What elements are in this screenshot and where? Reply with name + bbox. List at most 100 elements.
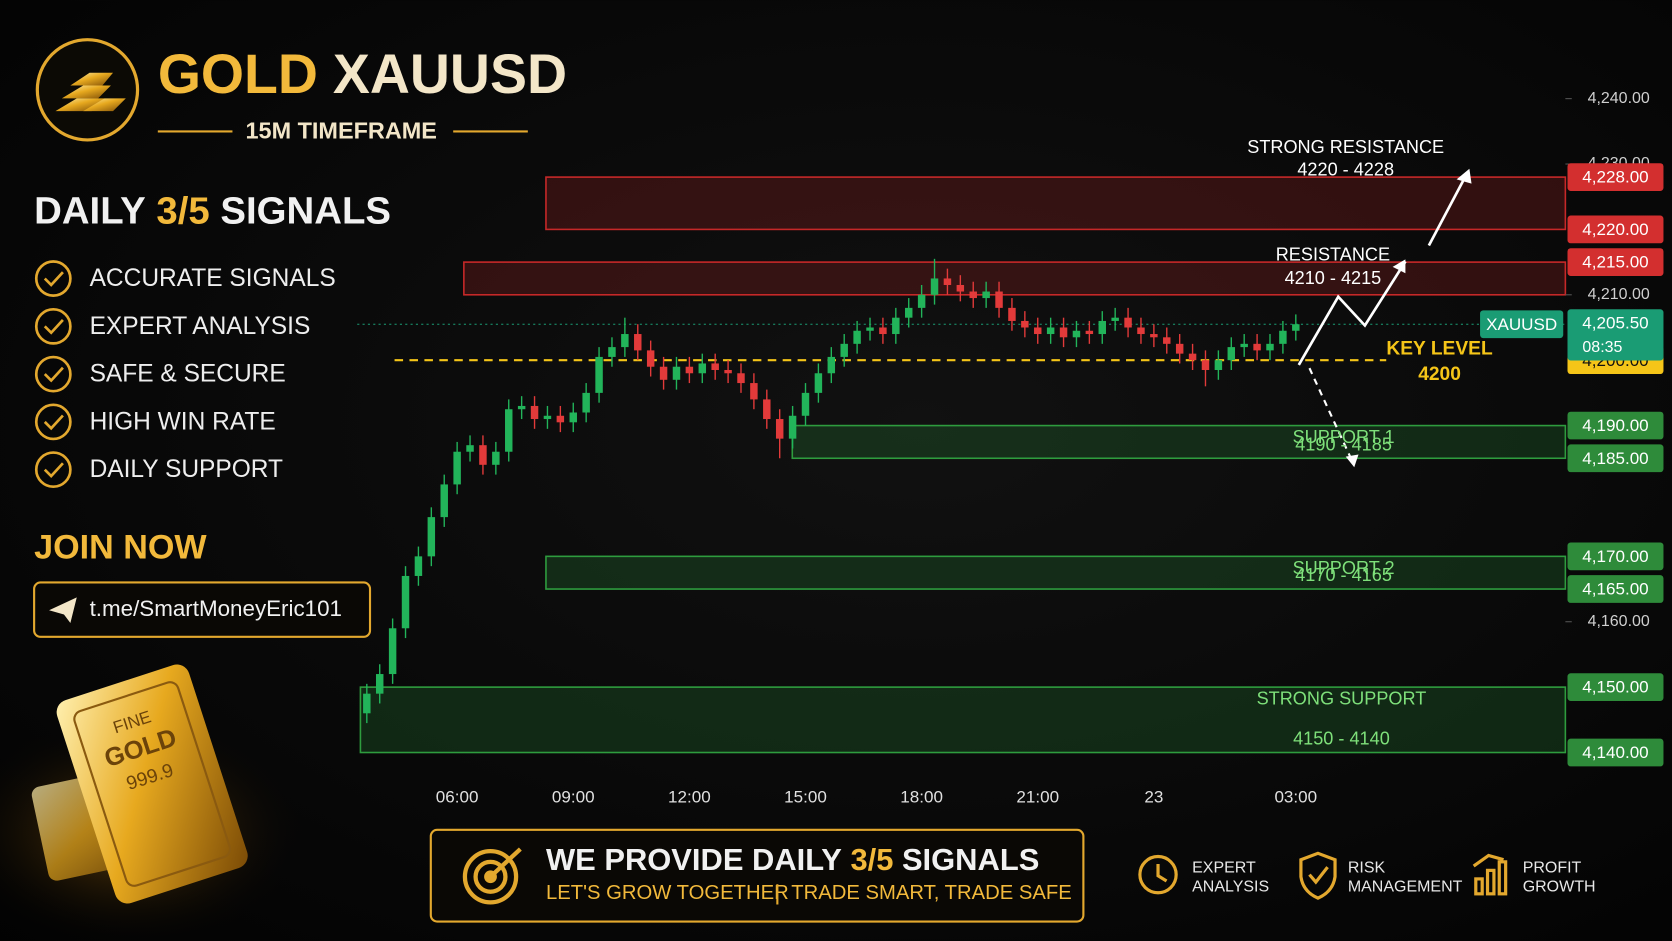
x-tick-label: 15:00 [784, 787, 827, 806]
price-badge-label: 4,215.00 [1582, 253, 1648, 272]
candle-body [866, 327, 874, 331]
candle-body [479, 445, 487, 465]
zone-name: STRONG RESISTANCE [1247, 137, 1444, 157]
candle-body [930, 278, 939, 295]
candle-body [1046, 327, 1055, 335]
candle-body [1240, 343, 1248, 348]
link-frame[interactable] [33, 581, 372, 638]
zone-range: 4210 - 4215 [1285, 268, 1382, 288]
x-tick-label: 12:00 [668, 787, 711, 806]
candle-body [711, 363, 719, 370]
heading-word: SIGNALS [220, 190, 391, 233]
candle-body [1008, 307, 1016, 321]
candle-body [892, 317, 900, 335]
candle-body [724, 369, 732, 374]
banner-title: WE PROVIDE DAILY 3/5 SIGNALS [546, 842, 1039, 877]
link[interactable]: t.me/SmartMoneyEric101 [90, 596, 342, 621]
candle-body [1124, 317, 1132, 328]
candle-body [1175, 343, 1184, 354]
symbol-label: XAUUSD [1486, 315, 1557, 334]
zone [463, 261, 1567, 296]
candle-body [427, 517, 436, 557]
zone-name: SUPPORT 1 [1293, 427, 1395, 447]
feature-label: GROWTH [1523, 879, 1596, 896]
candle-body [582, 392, 590, 413]
link-box[interactable]: t.me/SmartMoneyEric101 [33, 581, 372, 638]
candle-body [414, 556, 423, 576]
candle-body [1137, 327, 1145, 335]
feature-label: MANAGEMENT [1348, 879, 1463, 896]
y-tick-label: 4,240.00 [1588, 90, 1650, 107]
check-mark [43, 271, 64, 287]
axis: 4,240.004,230.004,210.004,160.0006:0009:… [436, 90, 1664, 806]
tagline: LET'S GROW TOGETHER [546, 882, 789, 904]
zone-range: 4150 - 4140 [1293, 728, 1390, 748]
candle-body [1163, 337, 1171, 344]
gold-bars: FINE GOLD 999.9 [0, 664, 310, 941]
price-badge [1567, 738, 1664, 767]
candle-body [375, 674, 384, 694]
price-badge [1567, 215, 1664, 244]
checklist-item: EXPERT ANALYSIS [90, 313, 311, 340]
price-badge [1567, 542, 1664, 571]
candle-body [388, 628, 397, 675]
zone [545, 176, 1567, 231]
key-level-name: KEY LEVEL [1386, 339, 1493, 360]
projection-arrows [1297, 168, 1472, 468]
candle-body [530, 405, 539, 420]
cta: JOIN NOW [34, 528, 207, 566]
zone [359, 686, 1567, 754]
candle-body [1059, 327, 1068, 338]
price-badge-label: 4,220.00 [1582, 220, 1648, 239]
banner-count: 3/5 [850, 842, 893, 877]
candle-body [517, 405, 526, 410]
feature-label: EXPERT [1192, 859, 1256, 876]
candle-body [1098, 320, 1106, 335]
candle-body [737, 373, 745, 384]
checklist: ACCURATE SIGNALS EXPERT ANALYSIS SAFE & SE… [34, 260, 336, 489]
candle-body [917, 294, 926, 308]
price-badge-label: 4,140.00 [1582, 743, 1648, 762]
candle-body [621, 334, 629, 348]
brand-symbol: XAUUSD [333, 43, 567, 105]
zone-range: 4220 - 4228 [1297, 159, 1394, 179]
check-icon [34, 260, 72, 297]
candle-body [801, 392, 810, 416]
price-badge [1567, 575, 1664, 603]
candle-body [1034, 327, 1042, 335]
zone-name: STRONG SUPPORT [1257, 689, 1427, 709]
check-mark [43, 319, 64, 335]
price-badge [1567, 163, 1664, 191]
candle-body [363, 693, 371, 714]
zone-range: 4170 - 4165 [1295, 565, 1392, 585]
candle-body [763, 399, 771, 420]
price-badge [1567, 309, 1664, 361]
x-tick-label: 09:00 [552, 787, 595, 806]
candle-body [685, 366, 694, 374]
x-tick-label: 21:00 [1016, 787, 1059, 806]
y-tick-label: 4,160.00 [1588, 613, 1650, 630]
candle-body [1111, 317, 1119, 321]
symbol-badge [1480, 310, 1564, 339]
checklist-item: DAILY SUPPORT [90, 456, 283, 483]
price-badge-label: 4,150.00 [1582, 678, 1648, 697]
candle-body [1072, 330, 1081, 338]
zones [357, 176, 1567, 754]
candle-body [646, 350, 655, 367]
candle-body [1227, 347, 1236, 361]
candle-body [879, 327, 887, 335]
candle-body [1279, 330, 1287, 344]
zone [791, 424, 1567, 460]
brand-title: GOLD XAUUSD [158, 43, 567, 105]
candle-body [995, 291, 1003, 308]
checklist-item: ACCURATE SIGNALS [90, 265, 336, 292]
features: EXPERT ANALYSIS RISK MANAGEMENT PROFIT GROWTH [1192, 859, 1595, 895]
feature-label: ANALYSIS [1192, 879, 1269, 896]
zone-name: RESISTANCE [1276, 244, 1390, 264]
x-tick-label: 23 [1144, 787, 1163, 806]
feature-label: RISK [1348, 859, 1386, 876]
candle-body [672, 366, 681, 380]
candle-body [440, 484, 448, 518]
y-tick-label: 4,210.00 [1588, 286, 1650, 303]
